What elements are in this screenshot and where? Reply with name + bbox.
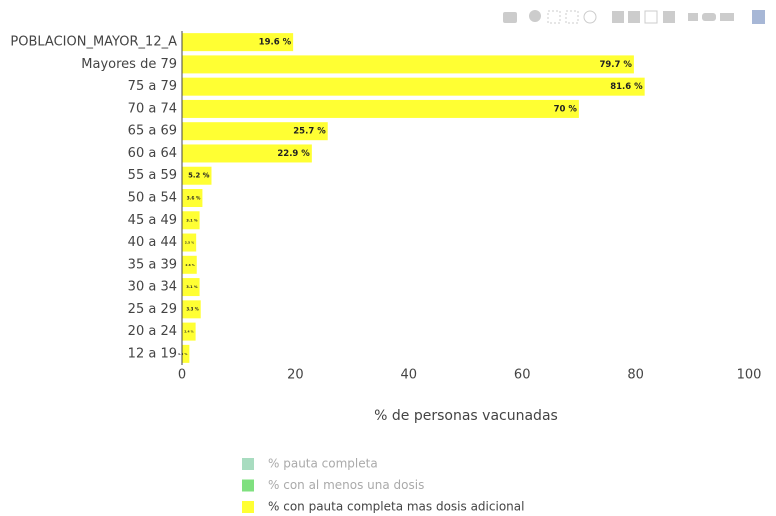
value-label: 81.6 % <box>610 82 643 92</box>
select-icon[interactable] <box>565 10 579 24</box>
bar <box>182 255 197 274</box>
y-tick-label: POBLACION_MAYOR_12_A <box>10 35 177 50</box>
x-tick-label: 60 <box>514 368 531 383</box>
value-label: 2.6 % <box>185 263 194 267</box>
legend-label: % con al menos una dosis <box>268 478 424 492</box>
value-label: 22.9 % <box>277 149 310 159</box>
y-tick-label: 12 a 19 <box>128 346 177 361</box>
bar <box>182 211 200 230</box>
value-label: 2.5 % <box>185 241 194 245</box>
y-tick-label: 45 a 49 <box>128 213 177 228</box>
bar <box>182 233 197 252</box>
legend-swatch <box>242 458 254 470</box>
bar <box>182 344 190 363</box>
y-tick-label: 25 a 29 <box>128 302 177 317</box>
y-tick-label: 40 a 44 <box>128 235 177 250</box>
value-label: 3.1 % <box>186 218 198 222</box>
y-tick-label: 60 a 64 <box>128 146 177 161</box>
bar <box>182 144 312 163</box>
x-tick-label: 80 <box>627 368 644 383</box>
bar <box>182 166 212 185</box>
bar <box>182 322 196 341</box>
y-tick-label: 30 a 34 <box>128 280 177 295</box>
bar <box>182 189 203 207</box>
zoom-out-icon[interactable] <box>628 11 640 23</box>
x-axis-title: % de personas vacunadas <box>374 408 558 424</box>
value-label: 1.3 % <box>178 352 187 356</box>
y-tick-label: 50 a 54 <box>128 191 177 206</box>
value-label: 5.2 % <box>188 172 210 180</box>
value-label: 79.7 % <box>599 60 632 70</box>
x-tick-label: 20 <box>287 368 304 383</box>
reset-icon[interactable] <box>663 11 675 23</box>
value-label: 25.7 % <box>293 127 326 137</box>
bar <box>182 33 294 52</box>
y-tick-label: 65 a 69 <box>128 124 177 139</box>
camera-icon[interactable] <box>503 12 517 23</box>
lasso-icon[interactable] <box>583 10 597 24</box>
legend-label: % pauta completa <box>268 457 378 471</box>
x-tick-label: 0 <box>178 368 186 383</box>
value-label: 3.1 % <box>186 285 198 289</box>
y-tick-label: 35 a 39 <box>128 257 177 272</box>
value-label: 3.6 % <box>187 196 201 202</box>
x-tick-label: 40 <box>401 368 418 383</box>
bar <box>182 77 645 96</box>
x-tick-label: 100 <box>737 368 762 383</box>
y-tick-label: 55 a 59 <box>128 168 177 183</box>
bar <box>182 300 201 319</box>
bar <box>182 122 328 141</box>
plotly-logo[interactable] <box>752 10 765 24</box>
y-tick-label: 75 a 79 <box>128 79 177 94</box>
value-label: 3.3 % <box>186 306 198 311</box>
pan-icon[interactable] <box>547 10 561 24</box>
bar <box>182 55 634 74</box>
autoscale-icon[interactable] <box>644 10 658 24</box>
legend-swatch <box>242 479 254 492</box>
zoom-in-icon[interactable] <box>612 11 624 23</box>
modebar[interactable] <box>503 10 765 24</box>
spike-icon[interactable] <box>688 13 698 21</box>
value-label: 19.6 % <box>259 38 292 48</box>
value-label: 70 % <box>554 104 578 114</box>
value-label: 2.4 % <box>184 330 193 334</box>
zoom-icon[interactable] <box>529 10 541 22</box>
bar <box>182 278 200 297</box>
legend-swatch <box>242 501 254 513</box>
bar <box>182 99 579 118</box>
y-tick-label: 70 a 74 <box>128 101 177 116</box>
hover-compare-icon[interactable] <box>720 13 734 21</box>
hover-closest-icon[interactable] <box>702 13 716 21</box>
y-tick-label: Mayores de 79 <box>81 57 177 72</box>
y-tick-label: 20 a 24 <box>128 324 177 339</box>
legend-label: % con pauta completa mas dosis adicional <box>268 500 524 514</box>
